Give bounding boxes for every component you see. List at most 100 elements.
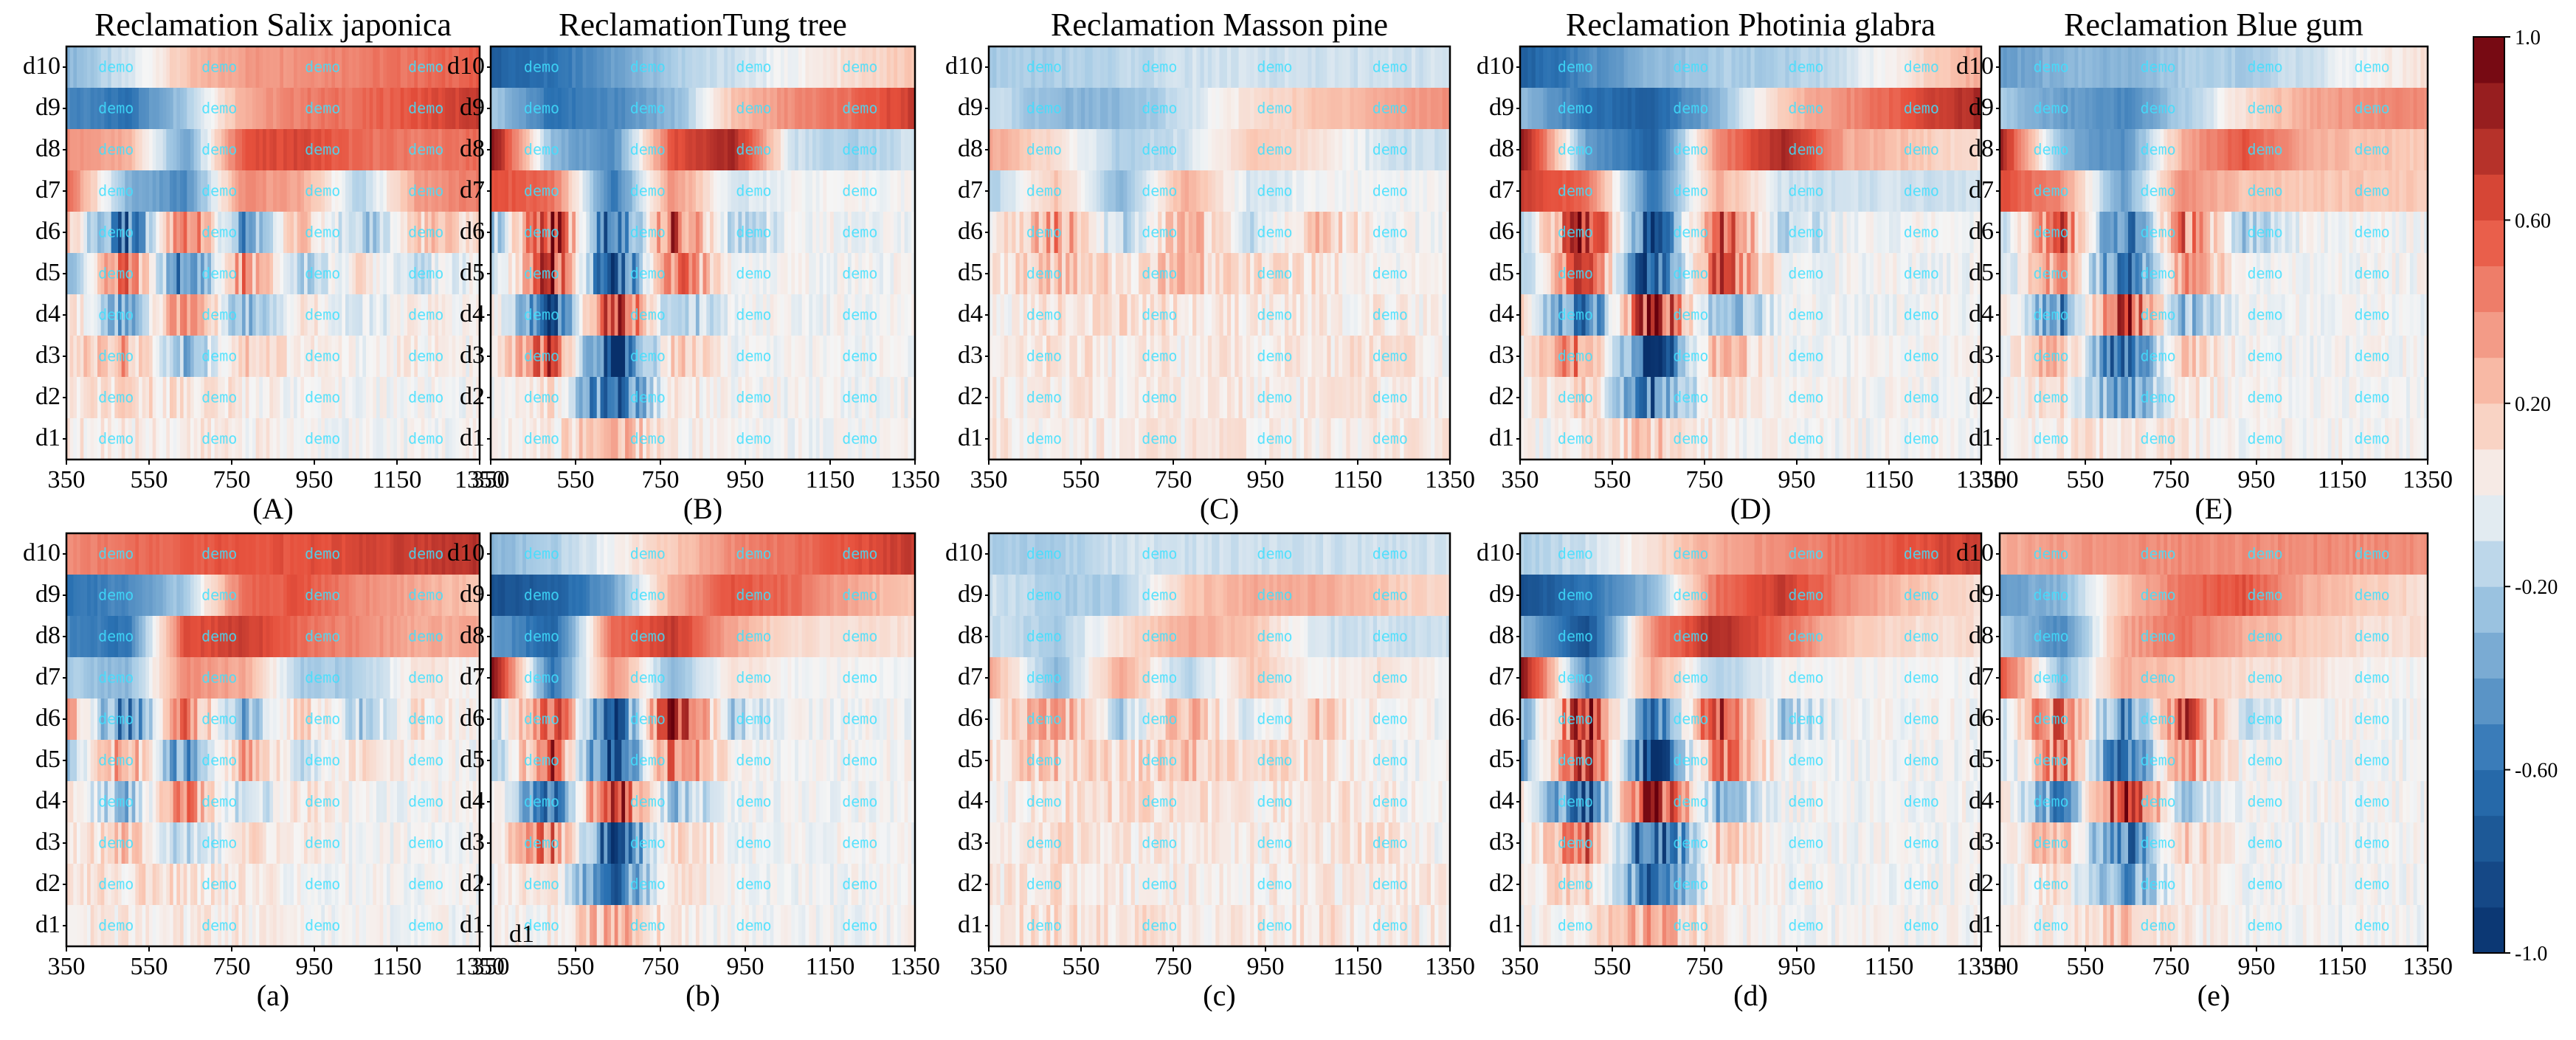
heatmap-cell (266, 377, 270, 419)
heatmap-cell (1158, 46, 1162, 89)
y-tick-label: d8 (460, 135, 485, 162)
heatmap-cell (1438, 212, 1443, 254)
heatmap-cell (1430, 418, 1435, 460)
heatmap-cell (1123, 253, 1128, 295)
heatmap-cell (300, 129, 305, 171)
heatmap-cell (152, 253, 156, 295)
heatmap-cell (418, 294, 422, 336)
heatmap-cell (352, 88, 356, 130)
heatmap-cell (657, 377, 661, 419)
heatmap-cell (1973, 46, 1978, 89)
heatmap-cell (1874, 170, 1878, 212)
heatmap-cell (472, 418, 477, 460)
heatmap-cell (1812, 88, 1817, 130)
heatmap-cell (166, 377, 170, 419)
heatmap-cell (1173, 418, 1178, 460)
heatmap-cell (1689, 170, 1693, 212)
heatmap-cell (152, 418, 156, 460)
watermark-text: demo (1372, 347, 1408, 365)
heatmap-cell (1372, 129, 1378, 171)
heatmap-cell (283, 170, 288, 212)
heatmap-cell (1127, 418, 1132, 460)
heatmap-cell (851, 46, 856, 89)
heatmap-cell (1858, 377, 1863, 419)
heatmap-cell (1031, 129, 1036, 171)
heatmap-cell (190, 170, 195, 212)
heatmap-cell (1108, 88, 1113, 130)
heatmap-cell (1207, 418, 1212, 460)
heatmap-cell (632, 253, 637, 295)
heatmap-cell (1947, 294, 1951, 336)
heatmap-cell (1881, 129, 1886, 171)
heatmap-cell (283, 212, 288, 254)
heatmap-cell (1292, 336, 1297, 378)
heatmap-cell (550, 336, 555, 378)
heatmap-cell (880, 377, 884, 419)
heatmap-cell (1961, 170, 1966, 212)
heatmap-cell (1372, 170, 1378, 212)
heatmap-cell (100, 170, 105, 212)
heatmap-cell (393, 88, 398, 130)
heatmap-cell (314, 253, 319, 295)
heatmap-cell (469, 170, 474, 212)
heatmap-cell (1954, 294, 1959, 336)
heatmap-cell (152, 129, 156, 171)
heatmap-cell (390, 88, 394, 130)
heatmap-cell (1797, 46, 1801, 89)
watermark-text: demo (1142, 100, 1177, 117)
heatmap-cell (1153, 253, 1158, 295)
heatmap-cell (752, 129, 756, 171)
watermark-text: demo (1904, 182, 1939, 200)
heatmap-cell (713, 129, 718, 171)
heatmap-cell (414, 418, 418, 460)
heatmap-cell (1573, 253, 1578, 295)
heatmap-cell (780, 170, 785, 212)
watermark-text: demo (1904, 306, 1939, 324)
heatmap-cell (1896, 294, 1902, 336)
heatmap-cell (1081, 170, 1085, 212)
heatmap-cell (145, 336, 150, 378)
heatmap-cell (731, 336, 736, 378)
heatmap-cell (1019, 336, 1024, 378)
heatmap-cell (1346, 294, 1351, 336)
watermark-text: demo (1142, 223, 1177, 241)
heatmap-cell (1608, 377, 1613, 419)
heatmap-cell (342, 253, 346, 295)
heatmap-cell (1008, 212, 1012, 254)
watermark-text: demo (305, 347, 340, 365)
heatmap-cell (459, 336, 463, 378)
heatmap-cell (1865, 377, 1871, 419)
heatmap-cell (1735, 294, 1740, 336)
heatmap-cell (593, 212, 598, 254)
watermark-text: demo (1673, 100, 1708, 117)
heatmap-cell (397, 294, 401, 336)
heatmap-cell (1597, 336, 1601, 378)
heatmap-cell (1550, 170, 1555, 212)
heatmap-cell (1789, 336, 1794, 378)
heatmap-cell (1966, 46, 1970, 89)
heatmap-cell (1288, 253, 1294, 295)
heatmap-cell (1858, 129, 1863, 171)
heatmap-cell (1646, 88, 1651, 130)
heatmap-cell (621, 170, 626, 212)
heatmap-cell (1573, 212, 1578, 254)
watermark-text: demo (1904, 100, 1939, 117)
heatmap-cell (738, 336, 742, 378)
heatmap-cell (1658, 88, 1663, 130)
heatmap-cell (1608, 170, 1613, 212)
heatmap-cell (1893, 253, 1898, 295)
heatmap-cell (579, 170, 584, 212)
heatmap-cell (1874, 46, 1878, 89)
heatmap-cell (908, 294, 912, 336)
heatmap-cell (491, 212, 495, 254)
heatmap-cell (404, 294, 408, 336)
heatmap-cell (249, 336, 253, 378)
heatmap-cell (494, 294, 499, 336)
watermark-text: demo (1558, 223, 1593, 241)
heatmap-cell (1877, 129, 1882, 171)
heatmap-cell (1012, 170, 1017, 212)
heatmap-cell (505, 170, 509, 212)
heatmap-cell (111, 253, 115, 295)
heatmap-cell (745, 418, 750, 460)
heatmap-cell (862, 46, 866, 89)
